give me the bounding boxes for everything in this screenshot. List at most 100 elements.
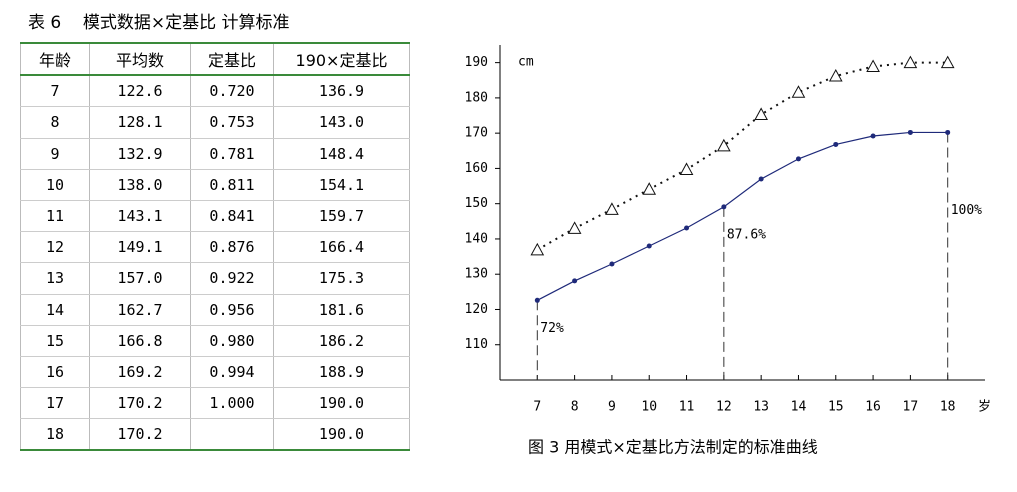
cell: 188.9 (273, 356, 410, 389)
marker (833, 141, 839, 147)
series-line (536, 61, 948, 251)
y-tick-label: 140 (465, 231, 488, 246)
marker (534, 297, 540, 303)
cell: 166.8 (89, 325, 191, 357)
cell: 138.0 (89, 169, 191, 201)
row: 17 170.2 1.000 190.0 (20, 387, 410, 420)
y-tick-label: 110 (465, 337, 488, 352)
row: 14 162.7 0.956 181.6 (20, 294, 410, 326)
marker (903, 55, 918, 69)
cell: 169.2 (89, 356, 191, 389)
cell: 18 (20, 418, 90, 451)
cell: 0.980 (190, 325, 274, 357)
y-tick-label: 190 (465, 55, 488, 70)
y-tick-label: 170 (465, 126, 488, 141)
marker (866, 59, 880, 73)
row: 10 138.0 0.811 154.1 (20, 169, 410, 201)
x-tick-label: 17 (903, 400, 919, 415)
cell: 157.0 (89, 262, 191, 295)
header-cell: 平均数 (89, 43, 191, 77)
cell: 13 (20, 262, 90, 295)
cell: 136.9 (273, 75, 410, 108)
row: 13 157.0 0.922 175.3 (20, 262, 410, 295)
row: 7 122.6 0.720 136.9 (20, 75, 410, 108)
cell (190, 418, 274, 451)
cell: 0.811 (190, 169, 274, 201)
cell: 186.2 (273, 325, 410, 357)
marker (758, 176, 764, 182)
cell: 0.994 (190, 356, 274, 389)
row: 15 166.8 0.980 186.2 (20, 325, 410, 357)
cell: 143.1 (89, 200, 191, 233)
x-tick-label: 9 (608, 400, 616, 415)
y-tick-label: 150 (465, 196, 488, 211)
marker (940, 55, 955, 69)
marker (646, 243, 652, 249)
x-tick-label: 10 (641, 400, 657, 415)
table-title: 表 6 模式数据×定基比 计算标准 (28, 13, 290, 33)
marker (679, 162, 694, 175)
row: 18 170.2 190.0 (20, 418, 410, 451)
cell: 143.0 (273, 106, 410, 139)
y-tick-label: 120 (465, 302, 488, 317)
row: 8 128.1 0.753 143.0 (20, 106, 410, 139)
y-tick-label: 160 (465, 161, 488, 176)
marker (567, 221, 582, 234)
table: 年龄 平均数 定基比 190×定基比 7 122.6 0.720 136.9 8 128.1 0.… (20, 42, 410, 452)
cell: 14 (20, 294, 90, 326)
annotation: 72% (540, 321, 564, 336)
row: 11 143.1 0.841 159.7 (20, 200, 410, 233)
y-tick-label: 180 (465, 90, 488, 105)
marker (609, 261, 615, 267)
x-tick-label: 16 (865, 400, 881, 415)
cell: 148.4 (273, 138, 410, 170)
marker (795, 156, 801, 162)
marker (717, 138, 731, 152)
row: 9 132.9 0.781 148.4 (20, 138, 410, 170)
annotation: 100% (951, 203, 982, 218)
cell: 166.4 (273, 231, 410, 264)
header-row: 年龄 平均数 定基比 190×定基比 (20, 43, 410, 77)
marker (605, 202, 619, 215)
series-line (537, 131, 948, 301)
header-cell: 年龄 (20, 43, 90, 77)
cell: 154.1 (273, 169, 410, 201)
marker (945, 129, 951, 135)
cell: 8 (20, 106, 90, 139)
cell: 162.7 (89, 294, 191, 326)
x-tick-label: 14 (791, 400, 807, 415)
marker (530, 242, 545, 256)
cell: 0.781 (190, 138, 274, 170)
x-tick-label: 12 (716, 400, 732, 415)
marker (907, 129, 913, 135)
annotation: 87.6% (727, 227, 766, 242)
x-tick-label: 18 (940, 400, 956, 415)
marker (791, 85, 806, 98)
marker (572, 278, 578, 284)
x-axis-label: 岁 (978, 400, 991, 415)
cell: 10 (20, 169, 90, 201)
cell: 0.922 (190, 262, 274, 295)
cell: 12 (20, 231, 90, 264)
cell: 159.7 (273, 200, 410, 233)
row: 12 149.1 0.876 166.4 (20, 231, 410, 264)
cell: 17 (20, 387, 90, 420)
x-tick-label: 8 (571, 400, 579, 415)
x-tick-label: 15 (828, 400, 844, 415)
y-tick-label: 130 (465, 267, 488, 282)
cell: 9 (20, 138, 90, 170)
cell: 11 (20, 200, 90, 233)
marker (754, 107, 768, 120)
cell: 190.0 (273, 387, 410, 420)
cell: 122.6 (89, 75, 191, 108)
cell: 0.876 (190, 231, 274, 264)
cell: 190.0 (273, 418, 410, 451)
marker (642, 182, 657, 195)
x-tick-label: 13 (753, 400, 769, 415)
cell: 132.9 (89, 138, 191, 170)
cell: 149.1 (89, 231, 191, 264)
cell: 0.841 (190, 200, 274, 233)
cell: 15 (20, 325, 90, 357)
marker (684, 225, 690, 231)
